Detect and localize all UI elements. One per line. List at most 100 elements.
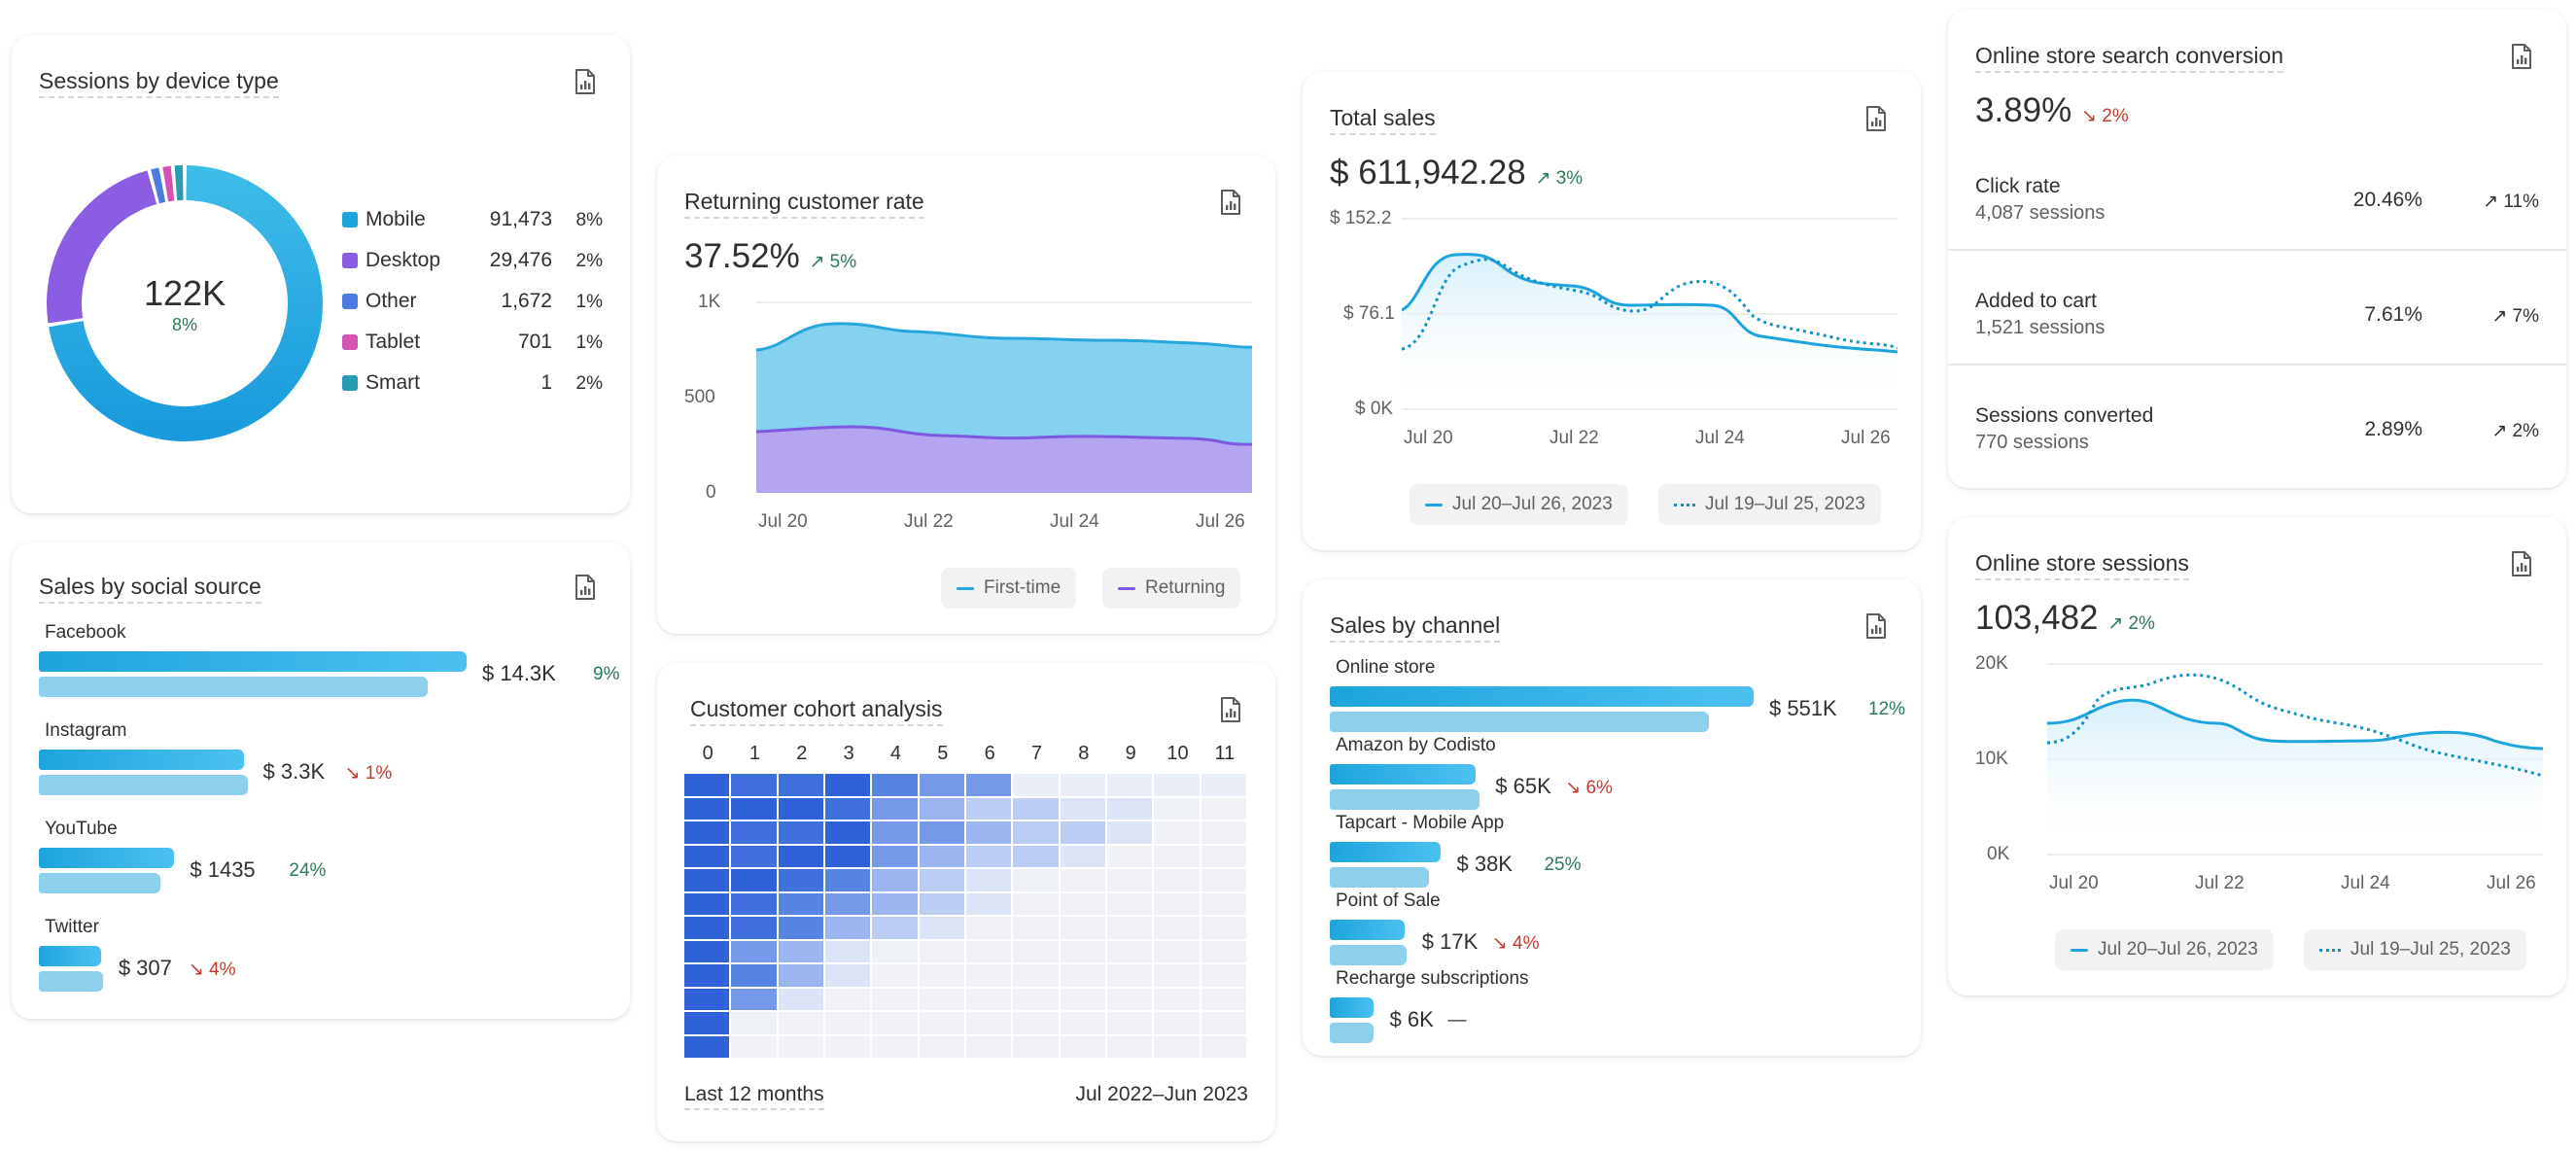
cohort-cell[interactable] xyxy=(778,964,823,987)
cohort-cell[interactable] xyxy=(1013,869,1059,891)
cohort-cell[interactable] xyxy=(1154,940,1200,962)
cohort-cell[interactable] xyxy=(1060,940,1105,962)
cohort-cell[interactable] xyxy=(919,797,964,820)
cohort-cell[interactable] xyxy=(1107,869,1153,891)
cohort-cell[interactable] xyxy=(1060,774,1105,796)
bar-previous[interactable] xyxy=(39,677,428,697)
cohort-cell[interactable] xyxy=(966,774,1012,796)
cohort-cell[interactable] xyxy=(1201,940,1246,962)
cohort-cell[interactable] xyxy=(1013,940,1059,962)
cohort-cell[interactable] xyxy=(1060,1012,1105,1034)
bar-previous[interactable] xyxy=(1330,867,1429,888)
cohort-cell[interactable] xyxy=(1107,1012,1153,1034)
cohort-cell[interactable] xyxy=(731,917,777,939)
card-title[interactable]: Online store sessions xyxy=(1975,550,2189,580)
cohort-cell[interactable] xyxy=(1201,869,1246,891)
cohort-cell[interactable] xyxy=(1107,917,1153,939)
bar-current[interactable] xyxy=(39,750,245,770)
cohort-cell[interactable] xyxy=(872,774,918,796)
cohort-cell[interactable] xyxy=(778,869,823,891)
cohort-cell[interactable] xyxy=(1201,797,1246,820)
bar-previous[interactable] xyxy=(1330,945,1407,965)
cohort-cell[interactable] xyxy=(1201,774,1246,796)
cohort-cell[interactable] xyxy=(1154,821,1200,844)
cohort-cell[interactable] xyxy=(919,940,964,962)
legend-returning[interactable]: Returning xyxy=(1102,568,1241,609)
cohort-cell[interactable] xyxy=(872,964,918,987)
cohort-cell[interactable] xyxy=(919,821,964,844)
cohort-cell[interactable] xyxy=(919,845,964,867)
report-icon[interactable] xyxy=(574,68,597,95)
cohort-range-label[interactable]: Last 12 months xyxy=(684,1083,824,1110)
cohort-cell[interactable] xyxy=(825,917,871,939)
cohort-cell[interactable] xyxy=(684,869,730,891)
cohort-cell[interactable] xyxy=(731,964,777,987)
cohort-cell[interactable] xyxy=(1154,797,1200,820)
cohort-cell[interactable] xyxy=(872,797,918,820)
cohort-cell[interactable] xyxy=(1013,988,1059,1010)
cohort-cell[interactable] xyxy=(1201,845,1246,867)
cohort-cell[interactable] xyxy=(872,845,918,867)
bar-previous[interactable] xyxy=(1330,789,1480,810)
cohort-cell[interactable] xyxy=(1060,869,1105,891)
cohort-cell[interactable] xyxy=(778,940,823,962)
cohort-cell[interactable] xyxy=(684,821,730,844)
cohort-cell[interactable] xyxy=(1013,1012,1059,1034)
cohort-cell[interactable] xyxy=(1107,845,1153,867)
cohort-cell[interactable] xyxy=(1060,988,1105,1010)
cohort-cell[interactable] xyxy=(1107,892,1153,915)
cohort-cell[interactable] xyxy=(731,845,777,867)
cohort-cell[interactable] xyxy=(1060,797,1105,820)
cohort-cell[interactable] xyxy=(778,1035,823,1058)
cohort-cell[interactable] xyxy=(825,821,871,844)
legend-previous-period[interactable]: Jul 19–Jul 25, 2023 xyxy=(1658,484,1881,525)
cohort-cell[interactable] xyxy=(966,940,1012,962)
bar-current[interactable] xyxy=(39,848,175,868)
cohort-cell[interactable] xyxy=(1154,988,1200,1010)
cohort-cell[interactable] xyxy=(825,1035,871,1058)
cohort-cell[interactable] xyxy=(966,869,1012,891)
cohort-cell[interactable] xyxy=(1154,917,1200,939)
cohort-cell[interactable] xyxy=(825,797,871,820)
cohort-cell[interactable] xyxy=(731,1012,777,1034)
cohort-cell[interactable] xyxy=(1154,964,1200,987)
cohort-cell[interactable] xyxy=(1013,774,1059,796)
cohort-cell[interactable] xyxy=(825,892,871,915)
cohort-cell[interactable] xyxy=(872,988,918,1010)
cohort-cell[interactable] xyxy=(731,940,777,962)
cohort-cell[interactable] xyxy=(1060,964,1105,987)
cohort-cell[interactable] xyxy=(872,1012,918,1034)
bar-previous[interactable] xyxy=(39,873,160,893)
cohort-cell[interactable] xyxy=(1107,964,1153,987)
cohort-cell[interactable] xyxy=(1060,1035,1105,1058)
bar-previous[interactable] xyxy=(1330,712,1709,732)
report-icon[interactable] xyxy=(2510,43,2533,70)
cohort-cell[interactable] xyxy=(872,869,918,891)
cohort-cell[interactable] xyxy=(825,774,871,796)
cohort-cell[interactable] xyxy=(1107,774,1153,796)
report-icon[interactable] xyxy=(574,574,597,601)
cohort-cell[interactable] xyxy=(778,821,823,844)
cohort-cell[interactable] xyxy=(1201,892,1246,915)
cohort-cell[interactable] xyxy=(1107,988,1153,1010)
cohort-cell[interactable] xyxy=(1060,845,1105,867)
cohort-cell[interactable] xyxy=(1013,797,1059,820)
cohort-cell[interactable] xyxy=(778,845,823,867)
legend-current-period[interactable]: Jul 20–Jul 26, 2023 xyxy=(2055,929,2274,970)
cohort-cell[interactable] xyxy=(966,845,1012,867)
bar-previous[interactable] xyxy=(39,971,103,992)
cohort-cell[interactable] xyxy=(872,821,918,844)
cohort-cell[interactable] xyxy=(684,845,730,867)
report-icon[interactable] xyxy=(1864,612,1888,640)
report-icon[interactable] xyxy=(1219,696,1242,723)
card-title[interactable]: Online store search conversion xyxy=(1975,43,2284,73)
cohort-cell[interactable] xyxy=(778,1012,823,1034)
bar-current[interactable] xyxy=(1330,764,1476,785)
cohort-cell[interactable] xyxy=(1060,917,1105,939)
donut-segment-tablet[interactable] xyxy=(162,165,175,202)
cohort-cell[interactable] xyxy=(778,797,823,820)
cohort-cell[interactable] xyxy=(872,917,918,939)
cohort-cell[interactable] xyxy=(778,892,823,915)
cohort-cell[interactable] xyxy=(1201,1012,1246,1034)
cohort-cell[interactable] xyxy=(919,988,964,1010)
